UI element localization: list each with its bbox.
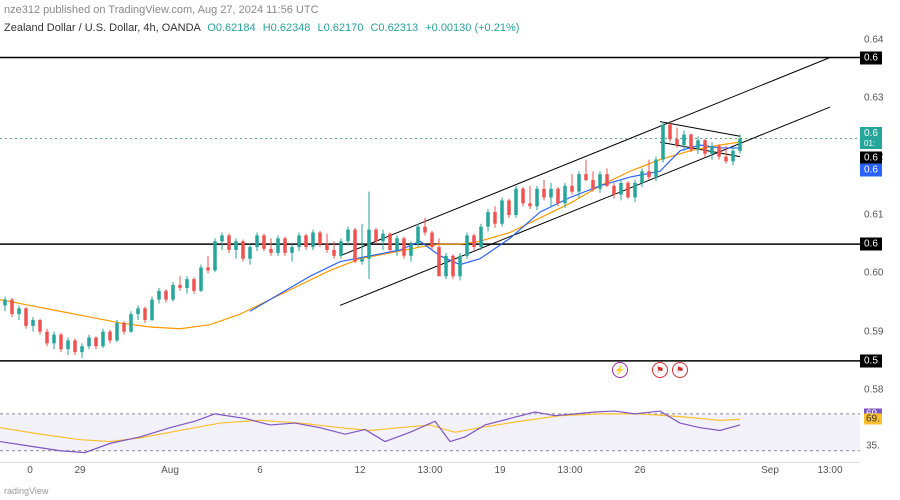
time-tick: 13:00	[557, 465, 582, 476]
indicator-tick: 69.	[864, 414, 882, 425]
main-chart[interactable]	[0, 40, 860, 390]
flag-icon[interactable]: ⚑	[652, 362, 668, 378]
price-badge: 0.6	[860, 164, 882, 177]
price-tick: 0.59	[864, 326, 883, 337]
ohlc-high: H0.62348	[263, 22, 311, 34]
price-badge: 0.6	[860, 51, 882, 64]
ohlc-line: Zealand Dollar / U.S. Dollar, 4h, OANDA …	[4, 22, 519, 34]
ohlc-low: L0.62170	[317, 22, 363, 34]
price-badge: 0.6	[860, 238, 882, 251]
time-tick: 6	[257, 465, 263, 476]
price-tick: 0.63	[864, 93, 883, 104]
indicator-axis: 69.69.35.	[860, 400, 900, 460]
watermark: radingView	[4, 486, 48, 496]
flag-icon[interactable]: ⚑	[672, 362, 688, 378]
ohlc-change: +0.00130 (+0.21%)	[425, 22, 519, 34]
ohlc-close: C0.62313	[370, 22, 418, 34]
time-tick: 26	[634, 465, 645, 476]
time-tick: 0	[27, 465, 33, 476]
price-badge: 0.5	[860, 354, 882, 367]
price-axis: 0.580.590.600.610.620.630.640.60.601:0.6…	[860, 40, 900, 390]
time-tick: 29	[74, 465, 85, 476]
time-tick: 13:00	[817, 465, 842, 476]
ohlc-open: O0.62184	[207, 22, 255, 34]
time-tick: Sep	[761, 465, 779, 476]
time-axis: 0 29 Aug 6 12 13:00 19 13:00 26 Sep 13:00	[0, 462, 860, 480]
price-tick: 0.58	[864, 385, 883, 396]
time-tick: 13:00	[417, 465, 442, 476]
price-tick: 0.61	[864, 210, 883, 221]
price-tick: 0.64	[864, 35, 883, 46]
time-tick: 19	[494, 465, 505, 476]
publisher-line: nze312 published on TradingView.com, Aug…	[4, 4, 319, 16]
price-tick: 0.60	[864, 268, 883, 279]
time-tick: Aug	[161, 465, 179, 476]
price-badge: 0.601:	[860, 127, 882, 149]
price-badge: 0.6	[860, 151, 882, 164]
time-tick: 12	[354, 465, 365, 476]
pair-name: Zealand Dollar / U.S. Dollar, 4h, OANDA	[4, 22, 200, 34]
lightning-icon[interactable]: ⚡	[612, 362, 628, 378]
indicator-tick: 35.	[864, 441, 882, 452]
indicator-pane[interactable]	[0, 400, 860, 460]
